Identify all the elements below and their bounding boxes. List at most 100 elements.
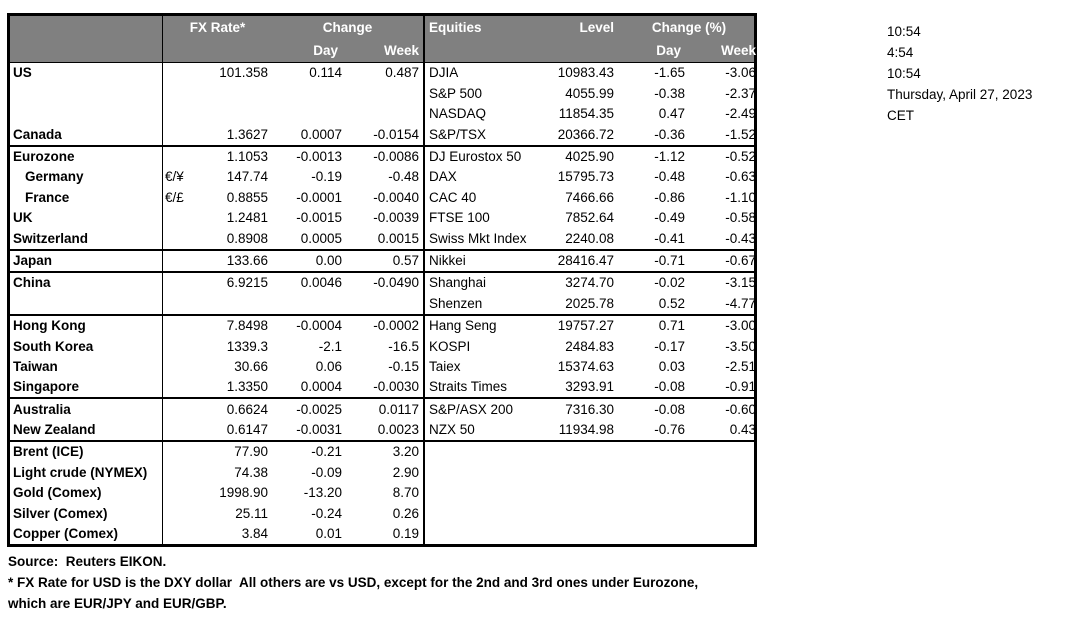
equity-change-week-cell: -0.63 (725, 169, 756, 185)
equity-change-week-cell (690, 442, 760, 462)
fx-week-header: Week (347, 39, 425, 62)
equity-change-week-cell: -3.15 (725, 275, 756, 291)
fx-change-week-cell: -16.5 (347, 336, 425, 357)
equity-change-day-cell: -0.02 (654, 275, 685, 291)
equity-change-week-cell: -3.00 (725, 318, 756, 334)
equity-week-header: Week (720, 43, 756, 58)
equity-change-week-cell: -3.50 (725, 338, 756, 354)
fx-change-week-cell: 0.0117 (347, 399, 425, 420)
fx-rate-cell: 1.1053 (226, 149, 268, 164)
equity-name-cell: Shanghai (429, 275, 487, 291)
fx-country-cell: Germany (10, 166, 163, 188)
market-data-table: FX Rate* Change Equities Level Change (%… (7, 13, 757, 547)
table-section: China 6.9215 0.0046 -0.0490 Shanghai 3274.70 -… (10, 270, 756, 314)
equity-level-cell: 7852.64 (565, 210, 614, 226)
fx-day-header: Day (313, 43, 338, 58)
fx-change-day-cell: 0.114 (309, 65, 342, 81)
fx-rate-header: FX Rate* (189, 20, 246, 35)
fx-rate-cell (207, 83, 272, 103)
fx-change-week-cell: 0.0023 (347, 419, 425, 441)
currency-pair-cell: €/¥ (165, 169, 184, 185)
fx-rate-cell: 1.3350 (226, 379, 268, 395)
fx-country-cell: Copper (Comex) (10, 523, 163, 544)
fx-country-cell: US (10, 63, 163, 84)
equity-name-cell: Taiex (429, 358, 461, 374)
fx-change-week-cell: 2.90 (347, 462, 425, 483)
fx-country-cell: Australia (10, 399, 163, 420)
equity-change-day-cell (618, 442, 690, 462)
equity-change-week-cell: -0.43 (725, 230, 756, 246)
currency-pair-cell (163, 208, 207, 228)
currency-pair-cell (163, 251, 207, 271)
equity-change-day-cell (618, 483, 690, 503)
fx-change-day-cell: -0.0015 (296, 210, 342, 226)
fx-rate-cell: 6.9215 (226, 275, 268, 291)
equity-level-cell: 19757.27 (557, 318, 614, 334)
equity-change-week-cell: -1.10 (725, 189, 756, 205)
timestamp-panel: 10:54 4:54 10:54 Thursday, April 27, 202… (887, 21, 1032, 126)
fx-country-cell: Gold (Comex) (10, 482, 163, 504)
fx-rate-cell: 0.8855 (226, 189, 268, 205)
fx-change-day-cell (272, 83, 347, 103)
equity-change-day-cell (618, 503, 690, 523)
equity-level-cell: 7316.30 (565, 401, 614, 417)
equity-change-day-cell: -1.65 (654, 65, 685, 81)
fx-change-day-cell: -0.09 (311, 464, 342, 480)
fx-change-day-cell: -0.24 (311, 505, 342, 521)
equity-level-cell: 2025.78 (565, 295, 614, 311)
currency-pair-cell (163, 356, 207, 376)
equity-change-week-cell (690, 462, 760, 482)
equity-level-cell: 10983.43 (557, 65, 614, 81)
timezone-line: CET (887, 108, 914, 123)
fx-rate-cell: 133.66 (226, 252, 268, 268)
level-header: Level (579, 20, 614, 35)
equity-change-day-cell: -0.71 (654, 252, 685, 268)
fx-rate-cell: 7.8498 (226, 318, 268, 334)
equity-name-cell: Shenzen (429, 295, 483, 311)
equity-change-day-cell: -0.38 (654, 85, 685, 101)
equity-change-week-cell: -2.51 (725, 358, 756, 374)
equity-change-week-cell: -4.77 (725, 295, 756, 311)
currency-pair-cell (163, 228, 207, 248)
timestamp-line: 10:54 (887, 66, 921, 81)
fx-rate-cell: 0.6147 (226, 422, 268, 438)
fx-country-cell: New Zealand (10, 419, 163, 441)
equity-name-cell (425, 503, 542, 523)
fx-change-day-cell: 0.0004 (300, 379, 342, 395)
equity-change-week-cell: 0.43 (729, 422, 756, 438)
date-line: Thursday, April 27, 2023 (887, 87, 1033, 102)
equity-change-day-cell: -0.17 (654, 338, 685, 354)
equity-change-day-cell: 0.47 (658, 106, 685, 122)
currency-pair-cell (163, 503, 207, 523)
fx-country-cell (10, 83, 163, 104)
equity-level-cell (542, 524, 618, 544)
fx-change-day-cell: 0.01 (315, 526, 342, 542)
fx-change-week-cell: -0.0002 (347, 315, 425, 337)
equity-change-day-cell: 0.52 (658, 295, 685, 311)
fx-country-cell: China (10, 272, 163, 294)
fx-rate-cell: 1998.90 (219, 485, 268, 501)
equity-change-day-cell: 0.71 (658, 318, 685, 334)
equity-change-week-cell: -0.67 (725, 252, 756, 268)
equity-level-cell: 2484.83 (565, 338, 614, 354)
source-note: Source: Reuters EIKON. (8, 554, 167, 569)
equity-name-cell: NASDAQ (429, 106, 487, 122)
fx-change-week-cell (347, 293, 425, 314)
equity-change-day-cell: 0.03 (658, 358, 685, 374)
fx-rate-cell: 25.11 (235, 505, 268, 521)
equity-change-day-cell: -0.36 (654, 126, 685, 142)
equity-change-week-cell: -0.52 (725, 149, 756, 164)
fx-rate-cell (207, 293, 272, 313)
equity-change-day-cell: -0.08 (654, 401, 685, 417)
equity-name-cell: Swiss Mkt Index (429, 230, 527, 246)
equity-change-week-cell: -0.58 (725, 210, 756, 226)
equity-change-week-cell (690, 483, 760, 503)
equity-level-cell (542, 462, 618, 482)
fx-country-cell (10, 103, 163, 125)
fx-change-week-cell: -0.0040 (347, 187, 425, 208)
fx-country-cell: Switzerland (10, 228, 163, 249)
fx-change-day-cell: -13.20 (303, 485, 342, 501)
table-section: Brent (ICE) 77.90 -0.21 3.20 Light crude (NY… (10, 440, 754, 544)
fx-rate-cell: 77.90 (234, 444, 268, 460)
fx-change-week-cell: 0.57 (347, 250, 425, 271)
